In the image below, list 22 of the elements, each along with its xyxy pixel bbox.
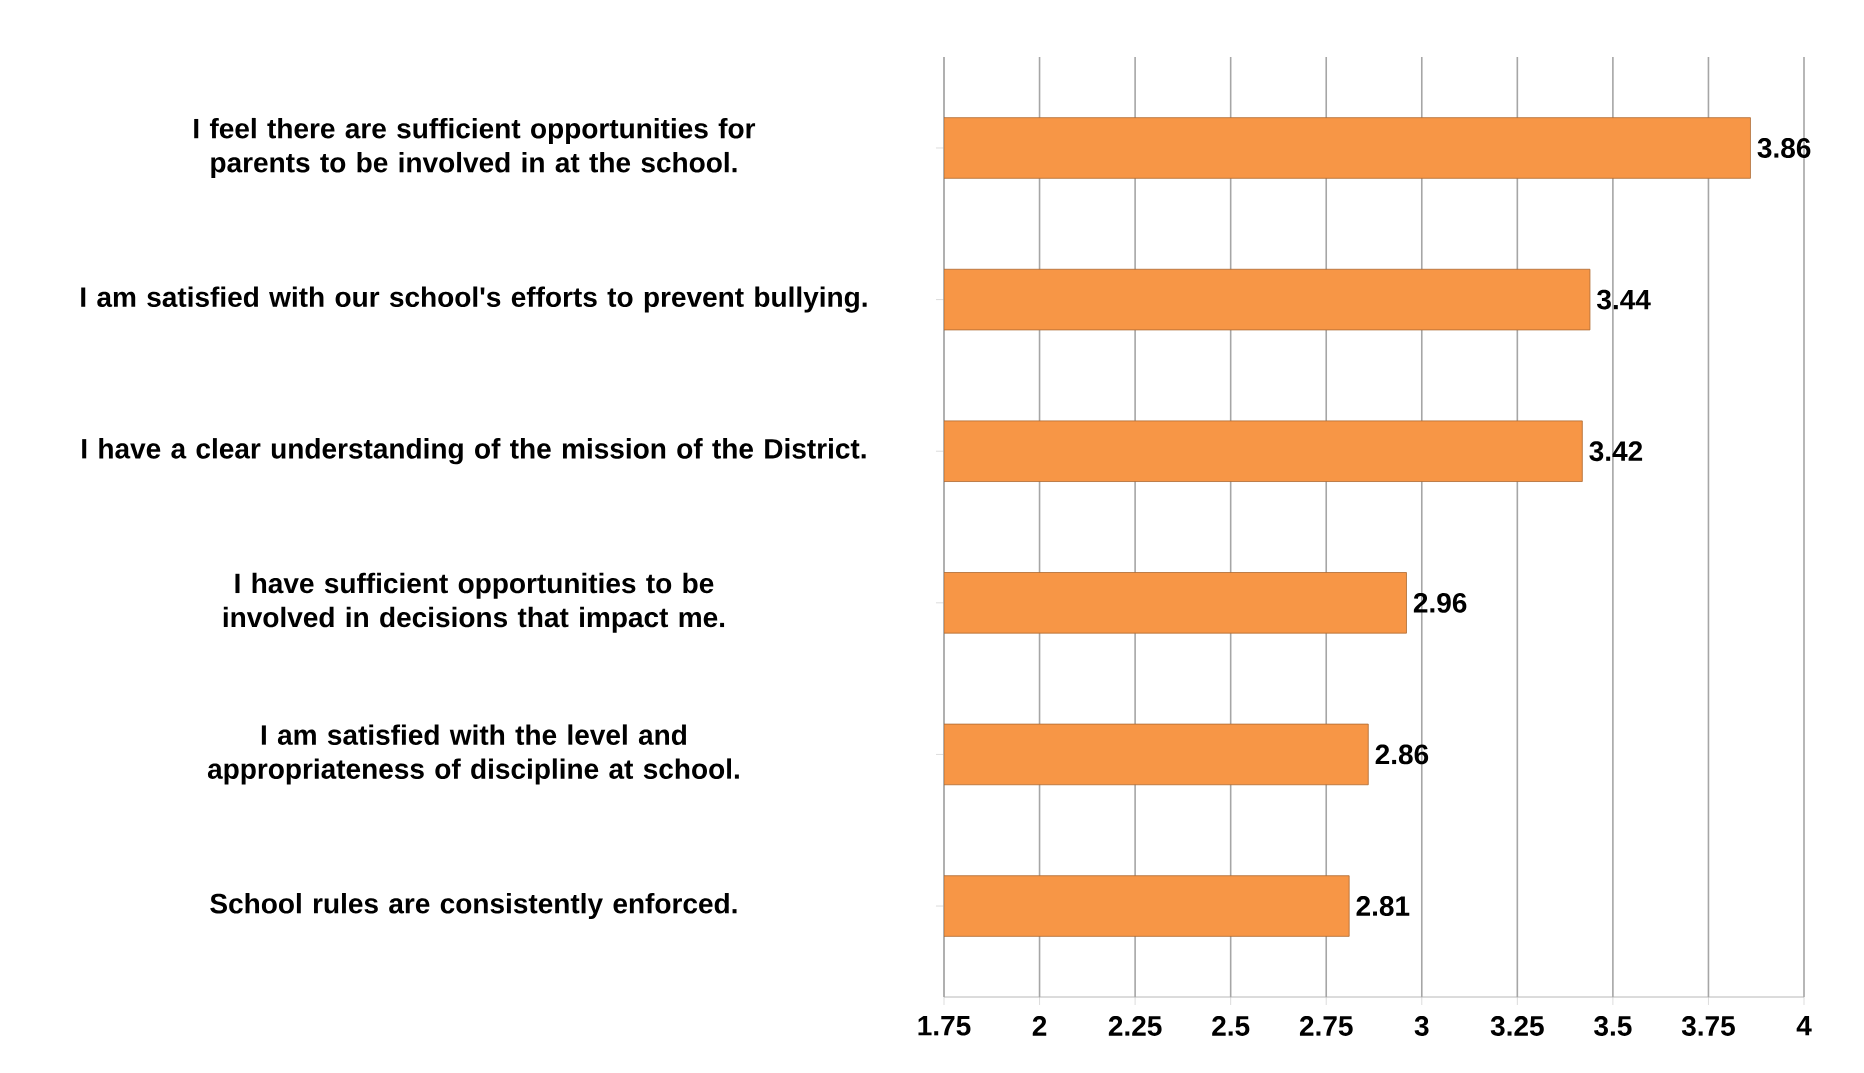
- data-label: 3.44: [1596, 289, 1651, 310]
- y-tick-label: I am satisfied with the level and appropriateness of discipline at school.: [207, 724, 739, 785]
- y-tick-label: I have sufficient opportunities to be involved in decisions that impact me.: [223, 572, 725, 633]
- x-tick-label: 4: [1796, 1016, 1812, 1036]
- x-tick-label: 2.25: [1108, 1016, 1162, 1036]
- y-tick-label: I have a clear understanding of the mission of the District.: [82, 438, 866, 465]
- x-tick-label: 2.75: [1299, 1016, 1353, 1036]
- data-label: 2.86: [1375, 744, 1429, 765]
- x-tick-label: 3: [1414, 1016, 1429, 1036]
- data-label: 3.42: [1589, 441, 1643, 462]
- x-tick-label: 3.5: [1594, 1016, 1632, 1036]
- y-tick-label: I feel there are sufficient opportunities for parents to be involved in at the school.: [194, 117, 756, 179]
- x-tick-label: 3.75: [1681, 1016, 1735, 1036]
- data-label: 2.81: [1356, 896, 1410, 916]
- data-label: 3.86: [1757, 138, 1811, 158]
- data-label: 2.96: [1413, 592, 1467, 613]
- x-tick-label: 2: [1032, 1016, 1047, 1036]
- x-tick-label: 2.5: [1212, 1016, 1250, 1036]
- y-tick-label: School rules are consistently enforced.: [210, 892, 737, 920]
- y-tick-label: I am satisfied with our school's efforts to prevent bullying.: [81, 286, 867, 313]
- x-tick-label: 3.25: [1490, 1016, 1544, 1036]
- x-tick-label: 1.75: [918, 1016, 971, 1036]
